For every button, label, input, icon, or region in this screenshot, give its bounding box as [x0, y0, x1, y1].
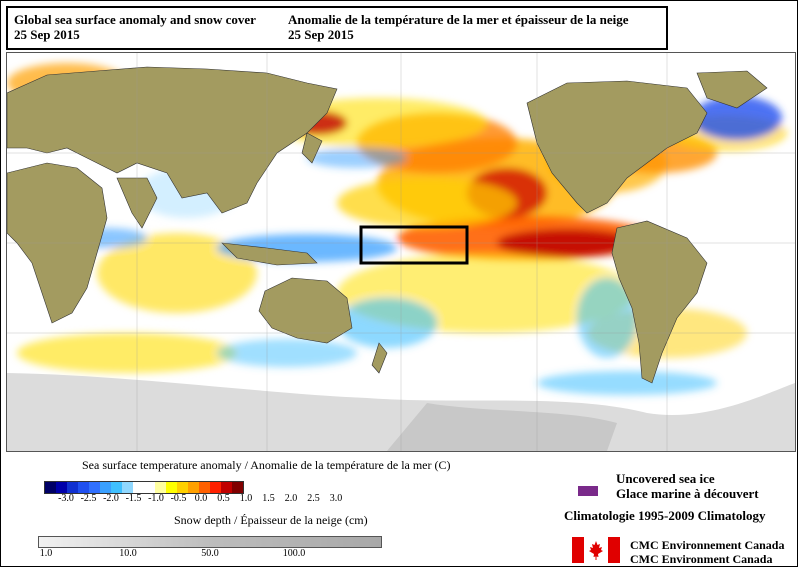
sst-color-swatch [199, 482, 210, 493]
land-greenland [696, 70, 768, 109]
sst-tick-label: 2.0 [284, 493, 298, 504]
sst-color-swatch [89, 482, 100, 493]
sst-color-swatch [122, 482, 133, 493]
sst-tick-label: 0.0 [194, 493, 208, 504]
sst-color-swatch [111, 482, 122, 493]
sst-color-swatch [78, 482, 89, 493]
sea-ice-label-fr: Glace marine à découvert [616, 486, 759, 501]
sst-tick-label: 0.5 [217, 493, 230, 504]
continents [7, 66, 768, 384]
land-japan [301, 132, 323, 164]
snow-tick-label: 50.0 [201, 548, 219, 559]
land-eurasia [7, 66, 338, 214]
highlight-box [359, 225, 469, 265]
title-box: Global sea surface anomaly and snow cove… [6, 6, 668, 50]
snow-legend-title: Snow depth / Épaisseur de la neige (cm) [174, 513, 368, 527]
land-australia [258, 277, 353, 344]
sst-color-swatch [210, 482, 221, 493]
sst-tick-label: -1.5 [125, 493, 142, 504]
sst-tick-label: -0.5 [170, 493, 187, 504]
sst-color-swatch [56, 482, 67, 493]
sst-tick-label: 1.0 [239, 493, 253, 504]
sst-color-swatch [144, 482, 155, 493]
snow-tick-label: 10.0 [119, 548, 137, 559]
sst-tick-label: 2.5 [307, 493, 320, 504]
credit-line-1: CMC Environnement Canada [630, 538, 785, 552]
sst-color-swatch [232, 482, 243, 493]
sst-tick-label: -3.0 [58, 493, 74, 504]
sst-tick-label: -1.0 [148, 493, 164, 504]
title-fr-text: Anomalie de la température de la mer et … [288, 12, 629, 27]
sst-color-swatch [45, 482, 56, 493]
snow-colorbar [38, 536, 382, 548]
land-north-america [526, 80, 708, 214]
sst-tick-label: 3.0 [329, 493, 343, 504]
sst-tick-label: -2.5 [80, 493, 97, 504]
land-south-america [611, 220, 708, 384]
sst-color-swatch [100, 482, 111, 493]
credit-line-2: CMC Environment Canada [630, 552, 773, 566]
title-french: Anomalie de la température de la mer et … [288, 12, 628, 42]
sst-colorbar [44, 481, 244, 494]
sst-color-swatch [221, 482, 232, 493]
sst-tick-label: 1.5 [262, 493, 275, 504]
date-en-text: 25 Sep 2015 [14, 27, 80, 42]
sst-legend-title: Sea surface temperature anomaly / Anomal… [82, 458, 451, 472]
sst-color-swatch [166, 482, 177, 493]
map-svg [7, 53, 795, 451]
climatology-label: Climatologie 1995-2009 Climatology [564, 508, 766, 523]
sst-tick-label: -2.0 [103, 493, 119, 504]
sst-color-swatch [188, 482, 199, 493]
sst-color-swatch [133, 482, 144, 493]
title-english: Global sea surface anomaly and snow cove… [14, 12, 256, 42]
sst-color-swatch [177, 482, 188, 493]
antarctic-ice-shelf [387, 403, 617, 451]
title-en-text: Global sea surface anomaly and snow cove… [14, 12, 256, 27]
sea-ice-swatch [578, 486, 598, 496]
snow-tick-label: 1.0 [39, 548, 53, 559]
sst-color-swatch [67, 482, 78, 493]
sst-anomaly-map [6, 52, 796, 452]
sst-tick-labels: -3.0 -2.5 -2.0 -1.5 -1.0 -0.5 0.0 0.5 1.0 1.5 2.0 2… [44, 493, 364, 505]
date-fr-text: 25 Sep 2015 [288, 27, 354, 42]
snow-tick-labels: 1.0 10.0 50.0 100.0 [38, 548, 380, 560]
canada-flag-icon [572, 537, 620, 563]
snow-tick-label: 100.0 [282, 548, 306, 559]
sst-color-swatch [155, 482, 166, 493]
sea-ice-label-en: Uncovered sea ice [616, 471, 715, 486]
land-new-zealand [371, 342, 388, 374]
graticule [7, 53, 795, 451]
